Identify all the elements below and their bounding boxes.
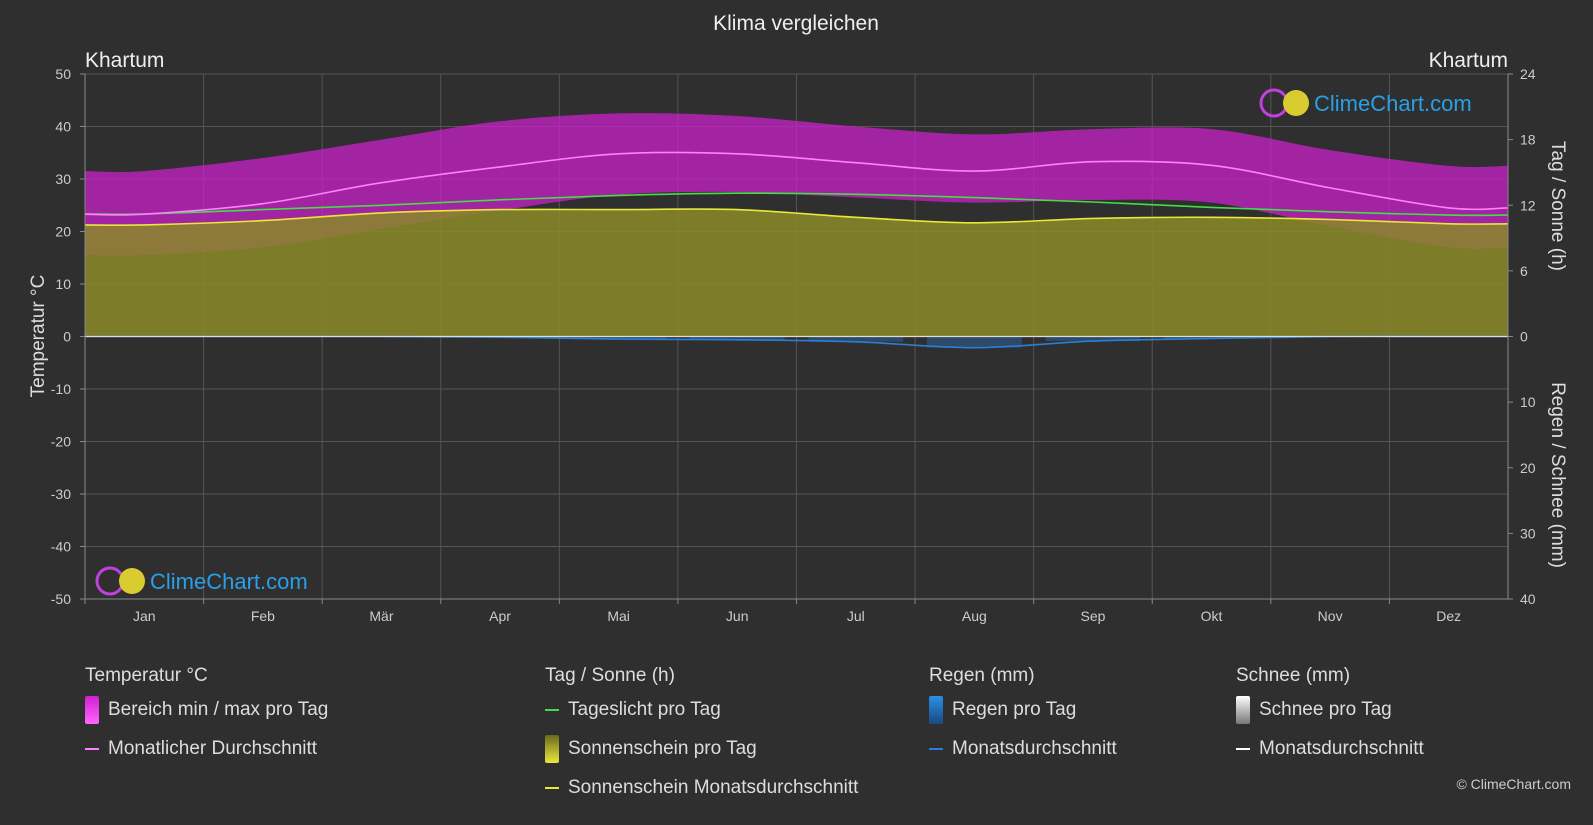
y-left-tick-label: -50 — [51, 591, 71, 607]
climate-chart: Klima vergleichen Khartum Khartum 50 40 30… — [28, 12, 1568, 624]
x-tick-label: Jan — [133, 608, 156, 624]
legend-temp-range: Bereich min / max pro Tag — [85, 690, 328, 729]
sunshine-band — [85, 209, 1508, 337]
legend-rain-avg-label: Monatsdurchschnitt — [952, 737, 1117, 759]
x-tick-label: Dez — [1436, 608, 1461, 624]
legend-temp-range-label: Bereich min / max pro Tag — [108, 698, 329, 720]
temp-avg-swatch — [85, 747, 99, 750]
legend-sunshine-avg: Sonnenschein Monatsdurchschnitt — [545, 768, 858, 807]
logo-sun-icon — [1283, 90, 1309, 116]
rain-bar — [571, 336, 667, 340]
location-left: Khartum — [85, 49, 164, 72]
x-tick-label: Jul — [847, 608, 865, 624]
x-tick-label: Okt — [1201, 608, 1223, 624]
daylight-line — [84, 192, 1509, 217]
legend-rain-avg: Monatsdurchschnitt — [929, 729, 1117, 768]
y-right-bottom-tick-label: 10 — [1520, 394, 1536, 410]
y-right-top-tick-label: 6 — [1520, 263, 1528, 279]
y-right-top-axis-label: Tag / Sonne (h) — [1547, 141, 1568, 271]
sunshine-avg-swatch — [545, 786, 559, 789]
y-left-tick-label: 30 — [55, 171, 71, 187]
temp-range-band — [85, 113, 1508, 256]
x-tick-label: Jun — [726, 608, 749, 624]
sunshine-swatch — [545, 734, 559, 763]
y-right-top-tick-label: 12 — [1520, 197, 1536, 213]
daylight-swatch — [545, 708, 559, 711]
snow-swatch — [1236, 695, 1250, 724]
legend-rain: Regen (mm) Regen pro Tag Monatsdurchschn… — [929, 662, 1117, 768]
y-left-tick-label: -30 — [51, 486, 71, 502]
temp-range-area — [85, 113, 1508, 256]
legend-snow-day-label: Schnee pro Tag — [1259, 698, 1392, 720]
legend-snow-avg: Monatsdurchschnitt — [1236, 729, 1424, 768]
y-right-top-tick-label: 0 — [1520, 329, 1528, 345]
legend-sunshine: Sonnenschein pro Tag — [545, 729, 858, 768]
rain-bar — [1045, 336, 1141, 342]
legend-temp-avg-label: Monatlicher Durchschnitt — [108, 737, 318, 759]
x-tick-label: Mär — [369, 608, 393, 624]
location-right: Khartum — [1429, 49, 1508, 72]
legend-rain-title: Regen (mm) — [929, 665, 1035, 686]
y-right-top-tick-label: 18 — [1520, 132, 1536, 148]
series-lines — [84, 151, 1509, 349]
temp-avg-line — [84, 151, 1509, 216]
sunshine-avg-line — [84, 208, 1509, 227]
x-tick-label: Nov — [1318, 608, 1343, 624]
y-left-tick-label: -40 — [51, 539, 71, 555]
legend: Temperatur °C Bereich min / max pro Tag … — [0, 662, 1593, 812]
legend-daylight: Tageslicht pro Tag — [545, 690, 858, 729]
temp-range-swatch — [85, 695, 99, 724]
axes: 50 40 30 20 10 0 -10 -20 -30 -40 -50 24 18 12 6 0 10 20 30… — [51, 66, 1536, 624]
y-left-tick-label: 0 — [63, 329, 71, 345]
y-left-tick-label: 50 — [55, 66, 71, 82]
x-tick-label: Mai — [607, 608, 630, 624]
watermark-text-bottom: ClimeChart.com — [150, 569, 308, 594]
x-tick-label: Feb — [251, 608, 275, 624]
rain-avg-swatch — [929, 747, 943, 750]
legend-snow: Schnee (mm) Schnee pro Tag Monatsdurchsc… — [1236, 662, 1424, 768]
chart-title: Klima vergleichen — [713, 12, 879, 35]
legend-temp-title: Temperatur °C — [85, 665, 208, 686]
legend-temp-avg: Monatlicher Durchschnitt — [85, 729, 328, 768]
y-right-bottom-axis-label: Regen / Schnee (mm) — [1547, 382, 1568, 568]
y-right-top-tick-label: 24 — [1520, 66, 1536, 82]
rain-bar — [1164, 336, 1259, 339]
legend-temp: Temperatur °C Bereich min / max pro Tag … — [85, 662, 328, 768]
y-left-axis-label: Temperatur °C — [28, 275, 49, 398]
y-left-tick-label: -10 — [51, 381, 71, 397]
legend-sunshine-label: Sonnenschein pro Tag — [568, 737, 757, 759]
y-left-tick-label: -20 — [51, 434, 71, 450]
legend-daylight-label: Tageslicht pro Tag — [568, 698, 721, 720]
sunshine-area — [85, 209, 1508, 337]
watermark-top: ClimeChart.com — [1259, 88, 1472, 118]
y-right-bottom-tick-label: 20 — [1520, 460, 1536, 476]
legend-snow-day: Schnee pro Tag — [1236, 690, 1424, 729]
logo-sun-icon — [119, 568, 145, 594]
y-right-bottom-tick-label: 40 — [1520, 591, 1536, 607]
rain-bar — [808, 336, 904, 342]
x-tick-label: Sep — [1080, 608, 1105, 624]
x-tick-label: Apr — [489, 608, 511, 624]
legend-snow-avg-label: Monatsdurchschnitt — [1259, 737, 1424, 759]
legend-rain-day-label: Regen pro Tag — [952, 698, 1077, 720]
y-right-bottom-tick-label: 30 — [1520, 525, 1536, 541]
rain-bar — [689, 336, 785, 340]
copyright: © ClimeChart.com — [1456, 776, 1571, 792]
rain-bar — [926, 336, 1022, 348]
x-tick-label: Aug — [962, 608, 987, 624]
y-left-tick-label: 40 — [55, 119, 71, 135]
watermark-bottom: ClimeChart.com — [95, 566, 308, 596]
legend-sunshine-avg-label: Sonnenschein Monatsdurchschnitt — [568, 776, 859, 798]
y-left-tick-label: 10 — [55, 276, 71, 292]
legend-sun: Tag / Sonne (h) Tageslicht pro Tag Sonne… — [545, 662, 858, 807]
rain-swatch — [929, 695, 943, 724]
snow-avg-swatch — [1236, 747, 1250, 750]
legend-snow-title: Schnee (mm) — [1236, 665, 1351, 686]
y-left-tick-label: 20 — [55, 224, 71, 240]
legend-sun-title: Tag / Sonne (h) — [545, 665, 675, 686]
legend-rain-day: Regen pro Tag — [929, 690, 1117, 729]
watermark-text-top: ClimeChart.com — [1314, 91, 1472, 116]
